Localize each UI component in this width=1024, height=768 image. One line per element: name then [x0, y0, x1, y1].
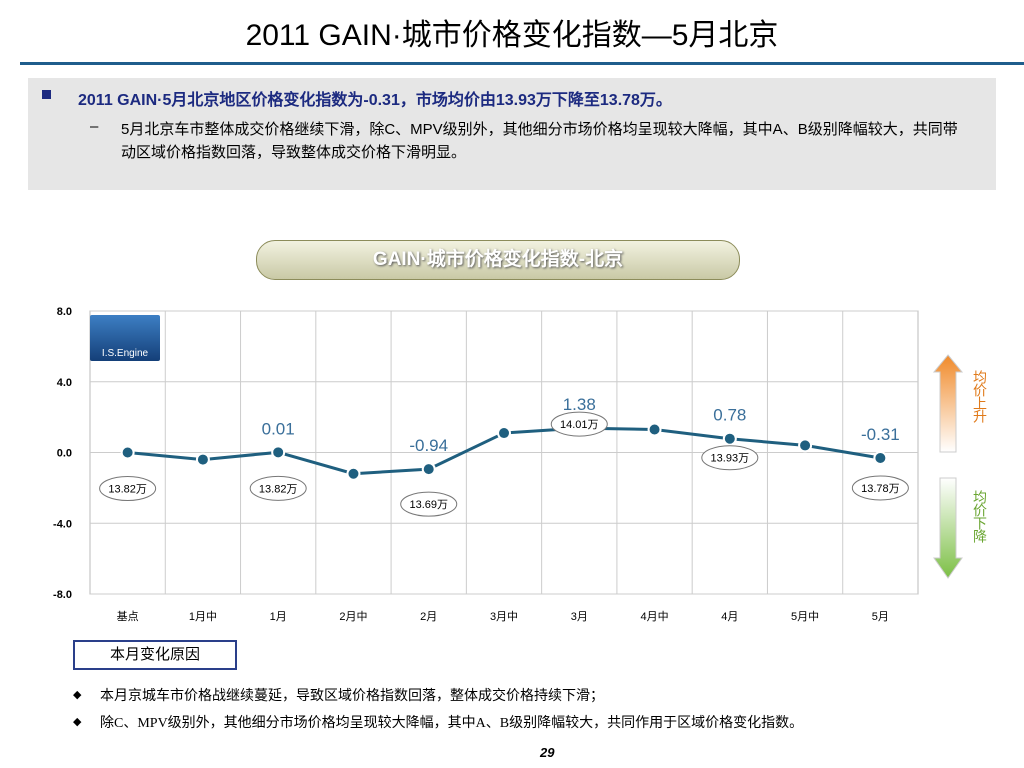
data-label: 0.01: [262, 419, 295, 438]
reason-marker: ◆: [73, 689, 82, 701]
data-point: [722, 431, 737, 446]
price-label: 13.78万: [861, 483, 900, 495]
data-point: [421, 462, 436, 477]
price-bubble: [400, 491, 458, 517]
x-tick-label: 5月: [872, 611, 889, 623]
data-label: 0.78: [713, 406, 746, 425]
data-point: [195, 452, 210, 467]
price-label: 14.01万: [560, 419, 599, 431]
up-arrow: [932, 354, 964, 453]
sub-bullet-marker: –: [90, 118, 99, 135]
chart-title: GAIN·城市价格变化指数-北京: [256, 240, 740, 280]
data-point: [120, 445, 135, 460]
plot-area: -8.0 -4.0 0.0 4.0 8.0 基点 1月中 1月 2月中 2月 3月中 3月 4月中 4月 5…: [53, 306, 919, 623]
data-point: [798, 438, 813, 453]
down-arrow: [933, 477, 963, 579]
reason-marker: ◆: [73, 716, 82, 728]
y-tick-label: -8.0: [53, 589, 72, 601]
reason-item: 本月京城车市价格战继续蔓延，导致区域价格指数回落，整体成交价格持续下滑；: [100, 689, 604, 704]
logo-text: I.S.Engine: [101, 348, 149, 359]
up-label: 均价上升: [972, 370, 988, 422]
data-label: -0.31: [861, 425, 900, 444]
price-label: 13.93万: [711, 453, 750, 465]
price-bubble: [550, 411, 608, 437]
data-point: [271, 445, 286, 460]
x-tick-label: 5月中: [791, 610, 819, 623]
price-label: 13.82万: [259, 483, 298, 495]
y-tick-label: -4.0: [53, 518, 72, 530]
price-bubble: [249, 475, 307, 501]
bullet-marker: [42, 90, 51, 99]
x-tick-label: 4月中: [640, 610, 668, 623]
data-label: 1.38: [563, 395, 596, 414]
logo: I.S.Engine: [90, 315, 160, 361]
data-point: [497, 426, 511, 441]
data-point: [346, 466, 361, 481]
x-tick-label: 1月中: [189, 610, 217, 623]
reason-title: 本月变化原因: [73, 640, 237, 670]
x-tick-label: 4月: [721, 611, 738, 623]
price-bubble: [851, 475, 909, 501]
summary-box: [28, 78, 996, 190]
x-tick-label: 2月中: [339, 610, 367, 623]
summary-sub-bullet: 5月北京车市整体成交价格继续下滑，除C、MPV级别外，其他细分市场价格均呈现较大…: [121, 121, 958, 161]
x-tick-label: 1月: [270, 611, 287, 623]
data-label: -0.94: [409, 436, 448, 455]
price-label: 13.82万: [108, 484, 147, 496]
reason-item: 除C、MPV级别外，其他细分市场价格均呈现较大降幅，其中A、B级别降幅较大，共同…: [100, 716, 804, 731]
y-tick-label: 0.0: [57, 448, 72, 460]
title-rule: [20, 62, 1024, 65]
x-tick-label: 2月: [420, 611, 437, 623]
y-tick-label: 4.0: [57, 377, 72, 389]
x-tick-label: 3月: [571, 611, 588, 623]
price-bubble: [99, 476, 157, 501]
price-bubble: [701, 445, 759, 471]
price-label: 13.69万: [409, 499, 448, 511]
page-number: 29: [540, 745, 555, 760]
data-point: [873, 450, 888, 465]
slide-title: 2011 GAIN·城市价格变化指数—5月北京: [245, 19, 779, 52]
x-tick-label: 基点: [117, 610, 139, 623]
x-tick-label: 3月中: [490, 610, 518, 623]
summary-bullet: 2011 GAIN·5月北京地区价格变化指数为-0.31，市场均价由13.93万…: [78, 92, 672, 109]
down-label: 均价下降: [972, 490, 988, 542]
data-point: [647, 422, 662, 437]
y-tick-label: 8.0: [57, 306, 72, 318]
